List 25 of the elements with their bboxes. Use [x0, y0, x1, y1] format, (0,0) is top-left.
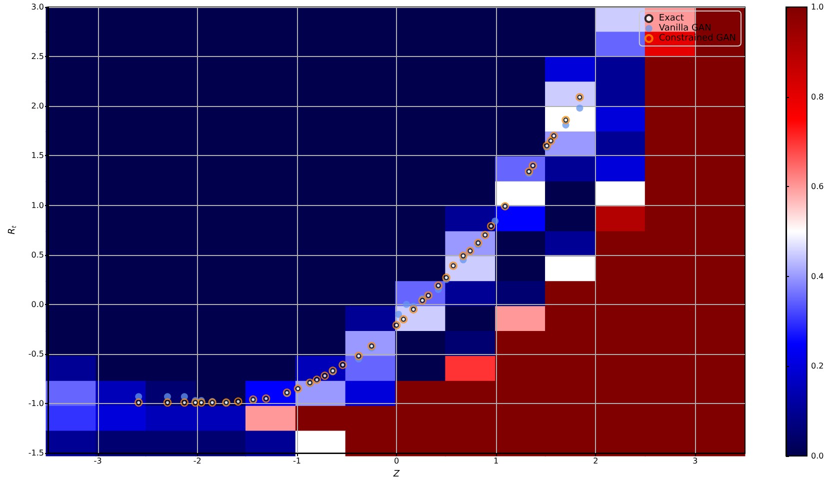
y-tick-label: 1.0	[31, 200, 44, 210]
x-axis-title: Z	[392, 470, 400, 480]
legend-label: Exact	[658, 14, 684, 24]
x-tick-label: -2	[193, 456, 202, 466]
y-tick-label: -1.5	[28, 448, 44, 458]
y-tick-label: 0.0	[31, 300, 44, 309]
y-tick-label: -0.5	[28, 349, 44, 358]
y-tick-label: 0.5	[31, 250, 44, 260]
x-tick-label: 1	[494, 456, 499, 466]
y-tick-label: -1.0	[28, 399, 44, 408]
x-tick-label: 0	[394, 456, 400, 466]
x-tick-label: 2	[593, 456, 598, 466]
y-tick-label: 2.0	[31, 102, 44, 111]
x-tick-label: -1	[292, 456, 301, 466]
y-tick-label: 2.5	[31, 52, 44, 62]
y-tick-label: 3.0	[31, 2, 44, 12]
color-bar-label: 1.0	[811, 2, 824, 12]
x-tick-label: 3	[692, 456, 698, 466]
color-bar-label: 0.0	[811, 452, 824, 460]
y-tick-label: 1.5	[31, 151, 44, 160]
x-tick-label: -3	[94, 456, 102, 466]
color-bar-label: 0.2	[811, 362, 824, 371]
color-bar-label: 0.6	[811, 182, 824, 192]
color-bar-label: 0.4	[811, 272, 824, 281]
color-bar-label: 0.8	[811, 92, 824, 102]
